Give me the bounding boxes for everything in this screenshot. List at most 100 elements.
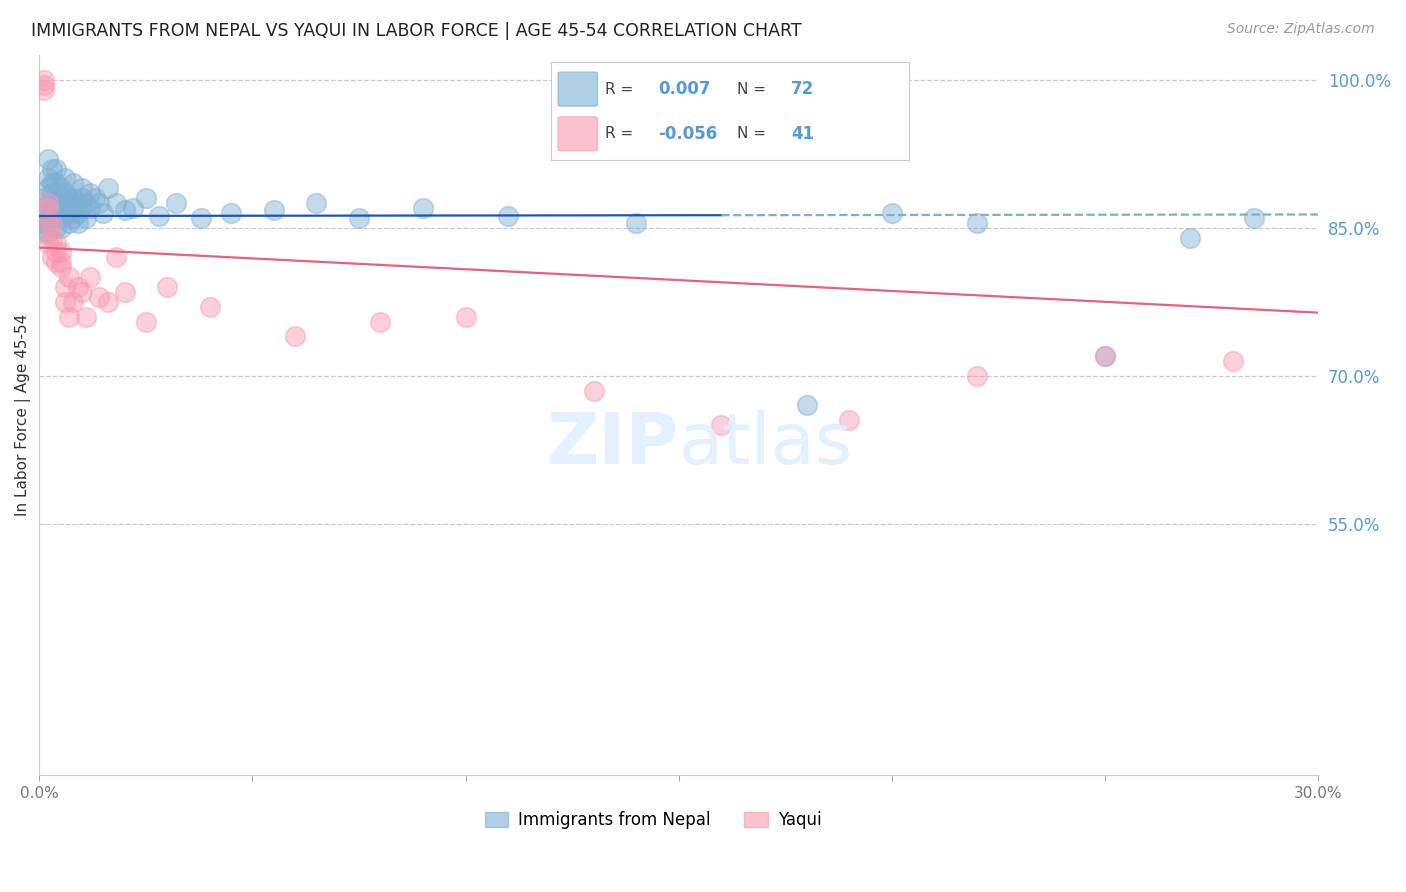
Point: [53, 186, 76, 201]
Point: [41, 216, 63, 230]
Point: [412, 201, 434, 215]
Point: [37, 152, 59, 166]
Point: [62, 211, 84, 225]
Point: [53, 196, 76, 211]
Point: [1222, 354, 1244, 368]
Point: [41, 161, 63, 176]
Point: [624, 216, 647, 230]
Point: [32, 216, 55, 230]
Point: [37, 171, 59, 186]
Point: [45, 235, 67, 250]
Point: [45, 196, 67, 211]
Point: [66, 196, 89, 211]
Point: [796, 399, 818, 413]
Point: [53, 280, 76, 294]
Point: [62, 191, 84, 205]
Point: [1243, 211, 1265, 225]
Point: [710, 418, 733, 433]
Point: [87, 290, 110, 304]
Point: [370, 315, 392, 329]
Point: [49, 201, 72, 215]
Point: [32, 191, 55, 205]
Point: [198, 300, 221, 314]
Point: [45, 220, 67, 235]
Point: [45, 177, 67, 191]
Point: [58, 191, 80, 205]
Point: [87, 196, 110, 211]
Text: IMMIGRANTS FROM NEPAL VS YAQUI IN LABOR FORCE | AGE 45-54 CORRELATION CHART: IMMIGRANTS FROM NEPAL VS YAQUI IN LABOR …: [31, 22, 801, 40]
Point: [105, 196, 128, 211]
Point: [45, 245, 67, 260]
Point: [79, 270, 101, 285]
Point: [49, 260, 72, 275]
Point: [53, 206, 76, 220]
Point: [49, 220, 72, 235]
Point: [41, 201, 63, 215]
Point: [190, 211, 212, 225]
Point: [66, 280, 89, 294]
Point: [79, 186, 101, 201]
Text: Source: ZipAtlas.com: Source: ZipAtlas.com: [1227, 22, 1375, 37]
Point: [53, 294, 76, 309]
Point: [58, 196, 80, 211]
Point: [838, 413, 860, 427]
Point: [96, 294, 118, 309]
Point: [156, 280, 179, 294]
Point: [66, 216, 89, 230]
Point: [37, 216, 59, 230]
Point: [1094, 349, 1116, 363]
Point: [58, 270, 80, 285]
Point: [45, 206, 67, 220]
Point: [49, 245, 72, 260]
Point: [70, 181, 93, 195]
Text: atlas: atlas: [679, 409, 853, 479]
Point: [966, 216, 988, 230]
Point: [58, 206, 80, 220]
Point: [165, 196, 187, 211]
Point: [70, 201, 93, 215]
Point: [1180, 230, 1202, 244]
Point: [83, 191, 105, 205]
Point: [62, 177, 84, 191]
Point: [45, 255, 67, 269]
Point: [263, 202, 285, 217]
Point: [49, 255, 72, 269]
Point: [41, 211, 63, 225]
Point: [75, 196, 97, 211]
Point: [96, 181, 118, 195]
Point: [32, 201, 55, 215]
Point: [75, 211, 97, 225]
Point: [32, 72, 55, 87]
Point: [70, 191, 93, 205]
Point: [37, 201, 59, 215]
Point: [114, 202, 136, 217]
Point: [70, 285, 93, 299]
Point: [91, 206, 114, 220]
Point: [122, 201, 145, 215]
Point: [347, 211, 370, 225]
Point: [37, 196, 59, 211]
Text: ZIP: ZIP: [547, 409, 679, 479]
Point: [62, 294, 84, 309]
Point: [66, 206, 89, 220]
Point: [148, 209, 170, 223]
Point: [41, 251, 63, 265]
Point: [45, 161, 67, 176]
Point: [49, 211, 72, 225]
Point: [1094, 349, 1116, 363]
Point: [49, 191, 72, 205]
Point: [37, 226, 59, 240]
Point: [58, 216, 80, 230]
Point: [454, 310, 477, 324]
Point: [53, 171, 76, 186]
Point: [105, 251, 128, 265]
Point: [219, 206, 242, 220]
Point: [41, 177, 63, 191]
Point: [41, 186, 63, 201]
Point: [37, 235, 59, 250]
Point: [32, 78, 55, 92]
Point: [75, 310, 97, 324]
Point: [37, 181, 59, 195]
Point: [41, 230, 63, 244]
Point: [880, 206, 903, 220]
